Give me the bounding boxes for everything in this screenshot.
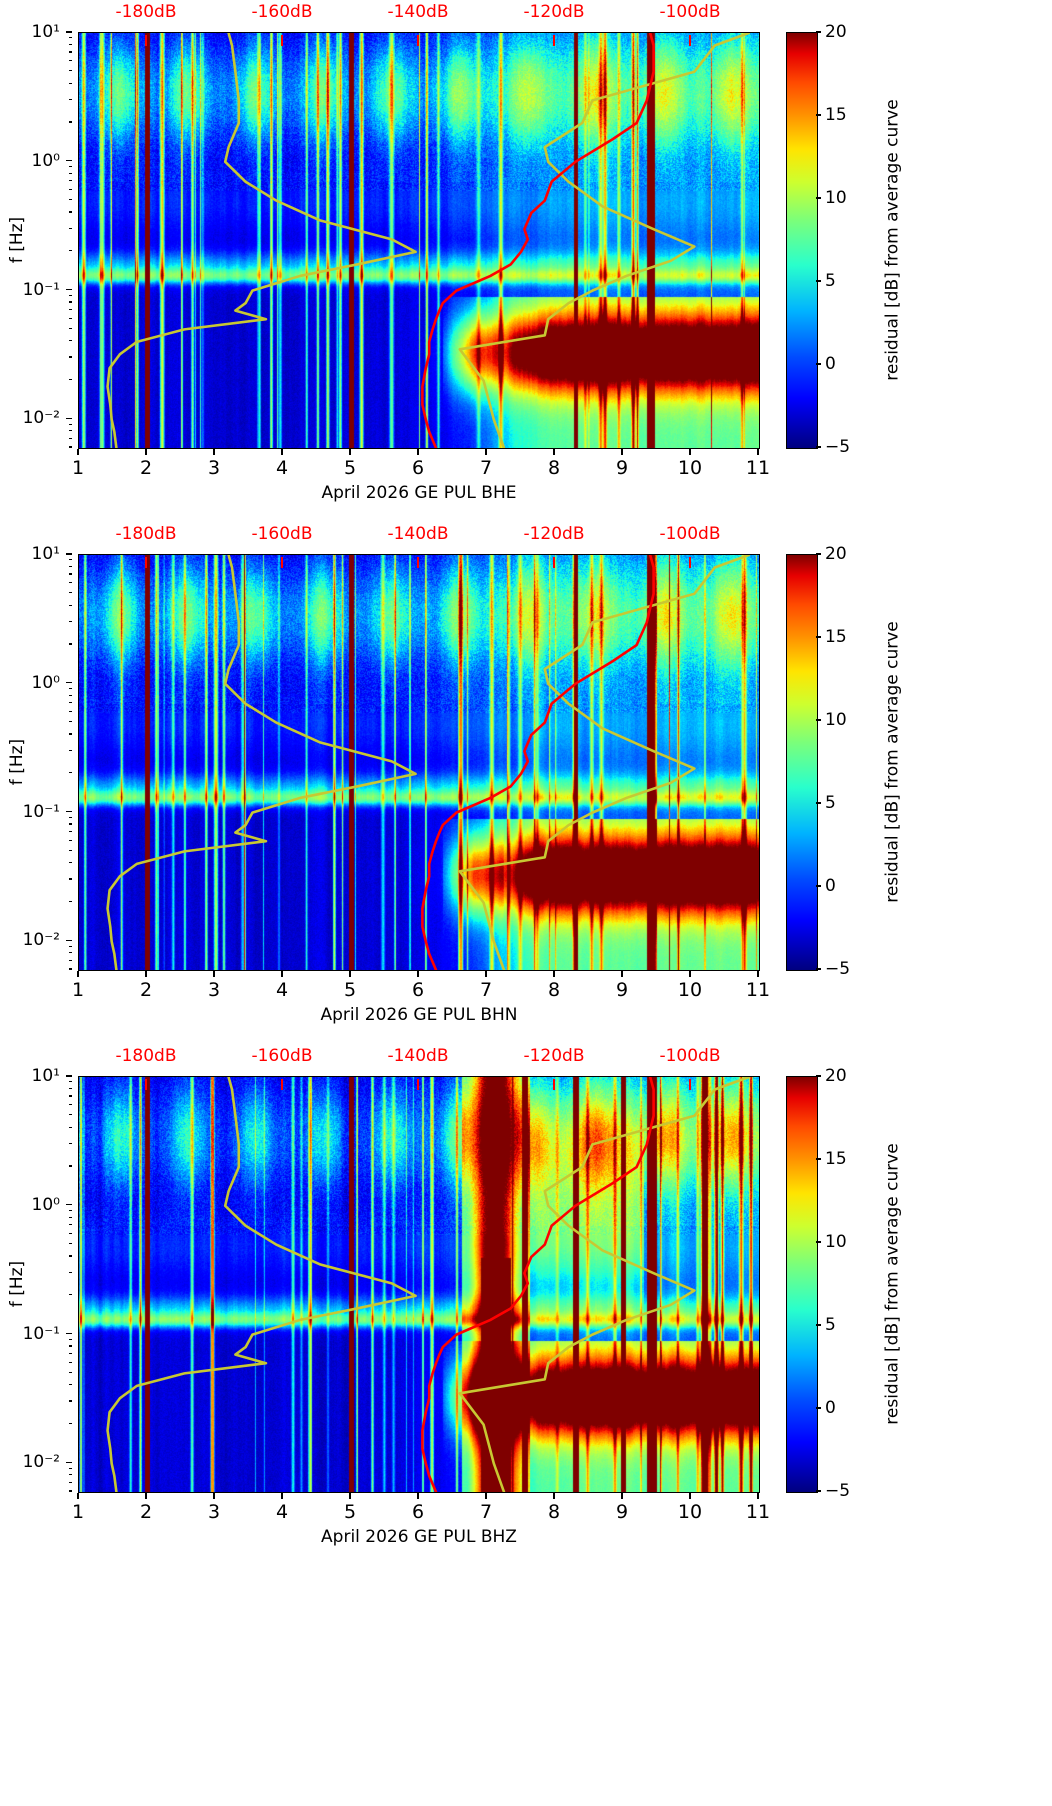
db-label-120: -120dB — [523, 2, 585, 22]
db-label-180: -180dB — [115, 2, 177, 22]
db-label-120: -120dB — [523, 524, 585, 544]
spectrogram-image-1 — [79, 555, 759, 970]
db-label-120: -120dB — [523, 1046, 585, 1066]
y-tick-labels-0: 10⁻² 10⁻¹ 10⁰ 10¹ — [0, 22, 72, 448]
panel-bhz: -180dB -160dB -140dB -120dB -100dB f [Hz… — [0, 1044, 1052, 1564]
db-label-140: -140dB — [387, 524, 449, 544]
x-axis-label-0: April 2026 GE PUL BHE — [321, 483, 517, 503]
db-label-140: -140dB — [387, 2, 449, 22]
x-tick-labels-1: 1 2 3 4 5 6 7 8 9 10 11 — [72, 971, 770, 1011]
db-label-160: -160dB — [251, 1046, 313, 1066]
spectrogram-image-2 — [79, 1077, 759, 1492]
panel-bhe: -180dB -160dB -140dB -120dB -100dB f [Hz… — [0, 0, 1052, 520]
db-label-100: -100dB — [659, 2, 721, 22]
x-axis-label-2: April 2026 GE PUL BHZ — [321, 1527, 517, 1547]
colorbar-label-0: residual [dB] from average curve — [883, 98, 904, 381]
db-annotation-row-1: -180dB -160dB -140dB -120dB -100dB — [78, 524, 760, 568]
db-label-180: -180dB — [115, 524, 177, 544]
db-label-160: -160dB — [251, 524, 313, 544]
x-axis-label-1: April 2026 GE PUL BHN — [320, 1005, 518, 1025]
colorbar-ticks-2: −5 0 5 10 15 20 — [816, 1066, 886, 1501]
colorbar-1 — [786, 554, 818, 971]
db-annotation-row-2: -180dB -160dB -140dB -120dB -100dB — [78, 1046, 760, 1090]
db-annotation-row-0: -180dB -160dB -140dB -120dB -100dB — [78, 2, 760, 46]
spectrogram-axes-2 — [78, 1076, 760, 1493]
colorbar-ticks-0: −5 0 5 10 15 20 — [816, 22, 886, 457]
x-tick-labels-0: 1 2 3 4 5 6 7 8 9 10 11 — [72, 449, 770, 489]
db-label-180: -180dB — [115, 1046, 177, 1066]
spectrogram-image-0 — [79, 33, 759, 448]
spectrogram-axes-0 — [78, 32, 760, 449]
db-label-100: -100dB — [659, 524, 721, 544]
colorbar-label-2: residual [dB] from average curve — [883, 1142, 904, 1425]
db-label-140: -140dB — [387, 1046, 449, 1066]
colorbar-label-1: residual [dB] from average curve — [883, 620, 904, 903]
db-label-100: -100dB — [659, 1046, 721, 1066]
colorbar-2 — [786, 1076, 818, 1493]
panel-bhn: -180dB -160dB -140dB -120dB -100dB f [Hz… — [0, 522, 1052, 1042]
colorbar-ticks-1: −5 0 5 10 15 20 — [816, 544, 886, 979]
colorbar-0 — [786, 32, 818, 449]
y-tick-labels-2: 10⁻² 10⁻¹ 10⁰ 10¹ — [0, 1066, 72, 1492]
x-tick-labels-2: 1 2 3 4 5 6 7 8 9 10 11 — [72, 1493, 770, 1533]
db-label-160: -160dB — [251, 2, 313, 22]
y-tick-labels-1: 10⁻² 10⁻¹ 10⁰ 10¹ — [0, 544, 72, 970]
spectrogram-axes-1 — [78, 554, 760, 971]
